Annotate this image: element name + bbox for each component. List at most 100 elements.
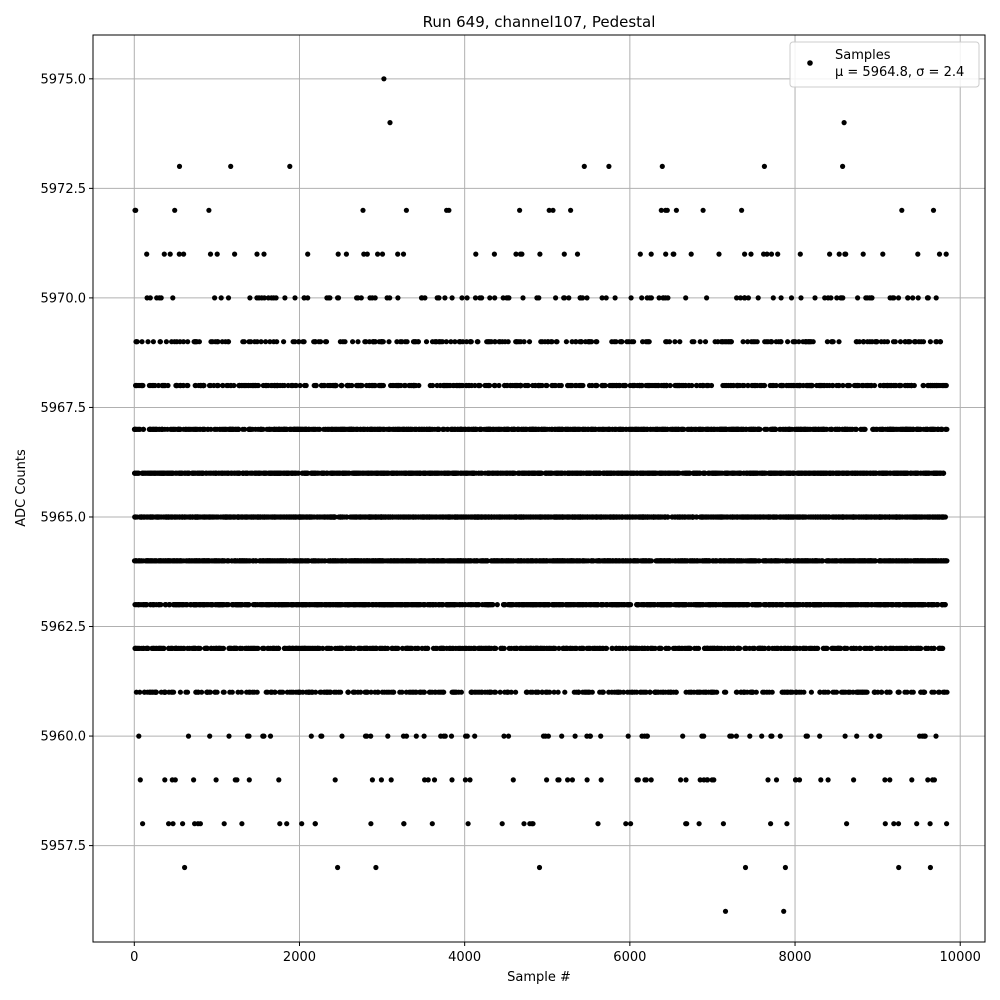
sample-point	[385, 733, 391, 739]
sample-point	[335, 864, 341, 871]
sample-point	[764, 689, 770, 695]
sample-point	[492, 689, 499, 695]
sample-point	[393, 645, 399, 652]
sample-point	[140, 602, 147, 608]
sample-point	[696, 821, 702, 827]
sample-point	[140, 821, 146, 827]
sample-point	[730, 645, 736, 652]
sample-point	[261, 645, 267, 652]
sample-point	[186, 558, 192, 564]
sample-point	[664, 645, 670, 652]
sample-point	[868, 733, 874, 739]
sample-point	[628, 821, 634, 827]
sample-point	[605, 558, 611, 564]
sample-point	[139, 645, 145, 652]
sample-point	[881, 602, 887, 608]
sample-point	[551, 689, 557, 695]
sample-point	[941, 689, 948, 695]
sample-point	[309, 645, 315, 652]
sample-point	[777, 733, 783, 739]
sample-point	[595, 821, 601, 827]
sample-point	[808, 689, 815, 695]
sample-point	[536, 864, 543, 871]
sample-point	[742, 864, 749, 871]
sample-point	[806, 514, 812, 520]
sample-point	[924, 645, 930, 652]
sample-point	[568, 645, 574, 652]
sample-point	[635, 777, 641, 783]
sample-point	[701, 733, 707, 739]
sample-point	[739, 602, 745, 608]
sample-point	[431, 777, 438, 783]
sample-point	[626, 602, 632, 608]
sample-point	[258, 602, 264, 608]
sample-point	[794, 645, 800, 652]
sample-point	[513, 645, 519, 652]
sample-point	[793, 777, 799, 783]
sample-point	[914, 821, 920, 827]
sample-point	[687, 558, 693, 564]
sample-point	[237, 558, 243, 564]
sample-point	[562, 689, 568, 695]
sample-point	[187, 645, 193, 652]
sample-point	[180, 821, 186, 827]
sample-point	[141, 689, 147, 695]
sample-point	[252, 645, 258, 652]
sample-point	[229, 689, 235, 695]
sample-point	[911, 645, 917, 652]
sample-point	[576, 689, 582, 695]
sample-point	[656, 558, 662, 564]
sample-point	[246, 777, 252, 783]
sample-point	[156, 602, 162, 608]
sample-point	[172, 645, 178, 652]
sample-point	[337, 558, 343, 564]
sample-point	[451, 689, 457, 695]
sample-point	[192, 821, 198, 827]
sample-point	[162, 602, 168, 608]
sample-point	[796, 689, 802, 695]
sample-point	[701, 514, 707, 520]
sample-point	[162, 777, 168, 783]
sample-point	[521, 821, 527, 827]
sample-point	[278, 558, 284, 564]
sample-point	[683, 777, 689, 783]
sample-point	[907, 602, 913, 608]
sample-point	[215, 514, 221, 520]
sample-point	[272, 558, 279, 564]
sample-point	[456, 689, 462, 695]
sample-point	[501, 733, 507, 739]
sample-point	[766, 602, 773, 608]
sample-point	[187, 602, 194, 608]
sample-point	[830, 689, 836, 695]
sample-point	[747, 733, 753, 739]
sample-point	[133, 645, 139, 652]
sample-point	[569, 777, 576, 783]
sample-point	[938, 558, 944, 564]
sample-point	[669, 514, 675, 520]
sample-point	[465, 645, 471, 652]
sample-point	[645, 602, 651, 608]
sample-point	[750, 602, 756, 608]
sample-point	[358, 645, 364, 652]
sample-point	[759, 645, 766, 652]
sample-point	[585, 689, 591, 695]
sample-point	[926, 558, 933, 564]
sample-point	[853, 602, 859, 608]
sample-point	[232, 777, 238, 783]
sample-point	[796, 602, 802, 608]
sample-point	[398, 602, 404, 608]
sample-point	[855, 558, 861, 564]
sample-point	[482, 689, 488, 695]
sample-point	[734, 645, 740, 652]
sample-point	[673, 645, 679, 652]
sample-point	[314, 645, 320, 652]
sample-point	[318, 733, 324, 739]
sample-point	[678, 777, 684, 783]
sample-point	[865, 558, 871, 564]
sample-point	[421, 733, 427, 739]
sample-point	[759, 733, 765, 739]
sample-point	[289, 558, 295, 564]
sample-point	[678, 645, 684, 652]
sample-point	[364, 645, 370, 652]
sample-point	[226, 645, 232, 652]
